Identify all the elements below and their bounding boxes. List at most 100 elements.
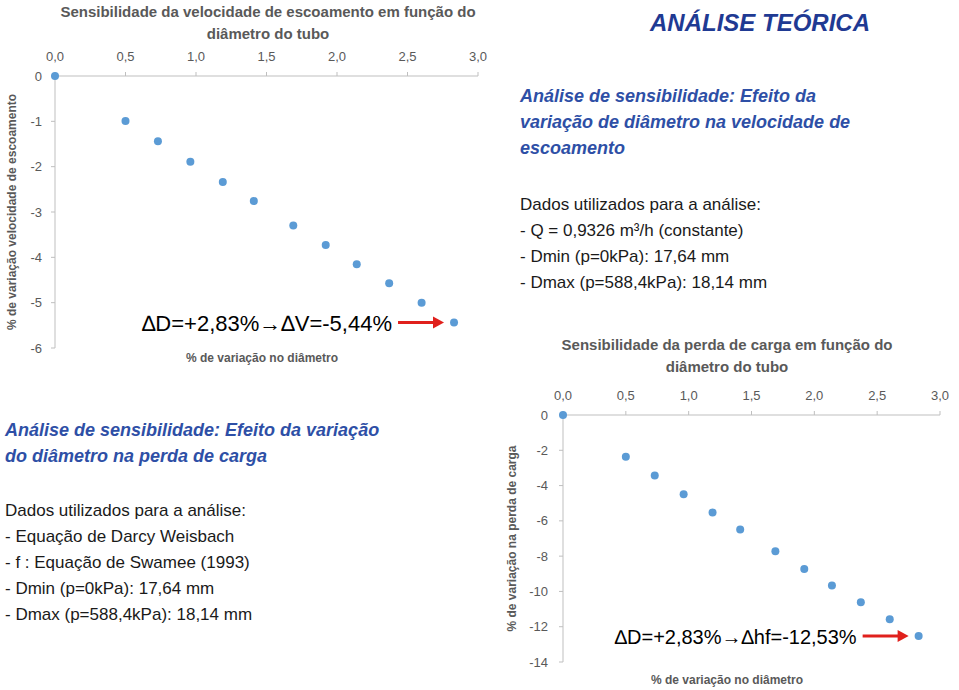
section-heading: Análise de sensibilidade: Efeito da bbox=[519, 86, 816, 106]
x-tick bbox=[196, 72, 197, 76]
data-point bbox=[353, 260, 361, 268]
annotation: ∆D=+2,83%→∆V=-5,44% bbox=[142, 311, 444, 336]
data-point bbox=[559, 411, 567, 419]
y-tick-label: -4 bbox=[30, 250, 42, 265]
x-tick bbox=[478, 72, 479, 76]
y-axis-label: % de variação na perda de carga bbox=[505, 445, 519, 631]
page-title: ANÁLISE TEÓRICA bbox=[649, 9, 870, 36]
annotation-text: ∆D=+2,83%→∆hf=-12,53% bbox=[615, 626, 857, 648]
y-axis-line bbox=[563, 415, 564, 662]
section-heading: Análise de sensibilidade: Efeito da vari… bbox=[4, 420, 379, 440]
x-tick-label: 3,0 bbox=[931, 388, 949, 403]
section-item: - Q = 0,9326 m³/h (constante) bbox=[520, 221, 743, 240]
data-point bbox=[450, 319, 458, 327]
data-point bbox=[651, 472, 659, 480]
data-point bbox=[322, 241, 330, 249]
data-point bbox=[800, 565, 808, 573]
data-point bbox=[680, 490, 688, 498]
x-tick-label: 2,0 bbox=[328, 49, 346, 64]
x-tick-label: 0,0 bbox=[554, 388, 572, 403]
plot-area bbox=[51, 72, 458, 327]
data-point bbox=[857, 598, 865, 606]
x-tick-label: 1,5 bbox=[742, 388, 760, 403]
y-tick-label: -6 bbox=[30, 341, 42, 356]
x-tick bbox=[625, 411, 626, 415]
plot-area bbox=[559, 411, 923, 640]
chart: Sensibilidade da perda de carga em funçã… bbox=[505, 336, 949, 687]
y-tick bbox=[559, 520, 563, 521]
annotation-text: ∆D=+2,83%→∆V=-5,44% bbox=[142, 311, 392, 336]
x-tick bbox=[877, 411, 878, 415]
y-tick-label: -8 bbox=[536, 549, 548, 564]
page: {"page": { "title": "ANÁLISE TEÓRICA", "… bbox=[0, 0, 959, 690]
x-tick-label: 0,5 bbox=[116, 49, 134, 64]
x-tick-label: 2,5 bbox=[868, 388, 886, 403]
data-point bbox=[219, 178, 227, 186]
y-tick-label: 0 bbox=[35, 69, 42, 84]
y-tick bbox=[51, 121, 55, 122]
x-tick-label: 2,0 bbox=[805, 388, 823, 403]
section-intro: Dados utilizados para a análise: bbox=[520, 195, 761, 214]
y-tick-label: -14 bbox=[529, 655, 548, 670]
section-intro: Dados utilizados para a análise: bbox=[5, 501, 246, 520]
x-tick-label: 1,0 bbox=[187, 49, 205, 64]
x-tick bbox=[125, 72, 126, 76]
data-point bbox=[709, 508, 717, 516]
section-item: - Dmax (p=588,4kPa): 18,14 mm bbox=[520, 273, 767, 292]
data-point bbox=[771, 547, 779, 555]
chart: Sensibilidade da velocidade de escoament… bbox=[5, 3, 487, 365]
y-tick bbox=[51, 302, 55, 303]
section-item: - Dmin (p=0kPa): 17,64 mm bbox=[5, 579, 214, 598]
y-tick bbox=[559, 450, 563, 451]
y-tick-label: -3 bbox=[30, 205, 42, 220]
annotation-arrow bbox=[863, 635, 901, 638]
section-item: - Equação de Darcy Weisbach bbox=[5, 527, 234, 546]
y-tick-label: -1 bbox=[30, 114, 42, 129]
x-tick-label: 0,0 bbox=[46, 49, 64, 64]
annotation-arrowhead bbox=[898, 630, 909, 642]
data-point bbox=[418, 299, 426, 307]
x-tick bbox=[940, 411, 941, 415]
x-tick bbox=[814, 411, 815, 415]
data-point bbox=[736, 526, 744, 534]
y-tick-label: -2 bbox=[30, 159, 42, 174]
x-tick-label: 1,0 bbox=[680, 388, 698, 403]
y-tick-label: -2 bbox=[536, 443, 548, 458]
y-tick bbox=[51, 257, 55, 258]
data-point bbox=[289, 222, 297, 230]
section-item: - Dmax (p=588,4kPa): 18,14 mm bbox=[5, 605, 252, 624]
y-tick bbox=[51, 166, 55, 167]
section-heading: variação de diâmetro na velocidade de bbox=[520, 112, 850, 132]
y-tick bbox=[51, 348, 55, 349]
x-tick bbox=[688, 411, 689, 415]
annotation: ∆D=+2,83%→∆hf=-12,53% bbox=[615, 626, 909, 648]
y-axis-label: % de variação velocidade de escoamento bbox=[5, 94, 19, 330]
section-heading: escoamento bbox=[520, 138, 625, 158]
y-tick-label: -12 bbox=[529, 619, 548, 634]
slide: ANÁLISE TEÓRICA Análise de sensibilidade:… bbox=[0, 0, 959, 690]
x-tick-label: 2,5 bbox=[398, 49, 416, 64]
section-item: - f : Equação de Swamee (1993) bbox=[5, 553, 250, 572]
x-tick bbox=[337, 72, 338, 76]
data-point bbox=[122, 117, 130, 125]
x-tick bbox=[407, 72, 408, 76]
y-tick-label: -4 bbox=[536, 478, 548, 493]
y-tick bbox=[559, 556, 563, 557]
data-point bbox=[154, 137, 162, 145]
y-tick-label: -5 bbox=[30, 295, 42, 310]
x-tick bbox=[751, 411, 752, 415]
y-tick-label: -6 bbox=[536, 513, 548, 528]
annotation-arrow bbox=[398, 321, 436, 324]
x-tick-label: 1,5 bbox=[257, 49, 275, 64]
data-point bbox=[186, 158, 194, 166]
y-tick-label: -10 bbox=[529, 584, 548, 599]
y-tick bbox=[559, 626, 563, 627]
chart-title: Sensibilidade da velocidade de escoament… bbox=[60, 3, 475, 42]
y-tick bbox=[51, 212, 55, 213]
section-heading: do diâmetro na perda de carga bbox=[5, 446, 267, 466]
y-tick bbox=[559, 591, 563, 592]
annotation-arrowhead bbox=[433, 317, 444, 329]
data-point bbox=[51, 72, 59, 80]
data-point bbox=[250, 197, 258, 205]
data-point bbox=[385, 279, 393, 287]
